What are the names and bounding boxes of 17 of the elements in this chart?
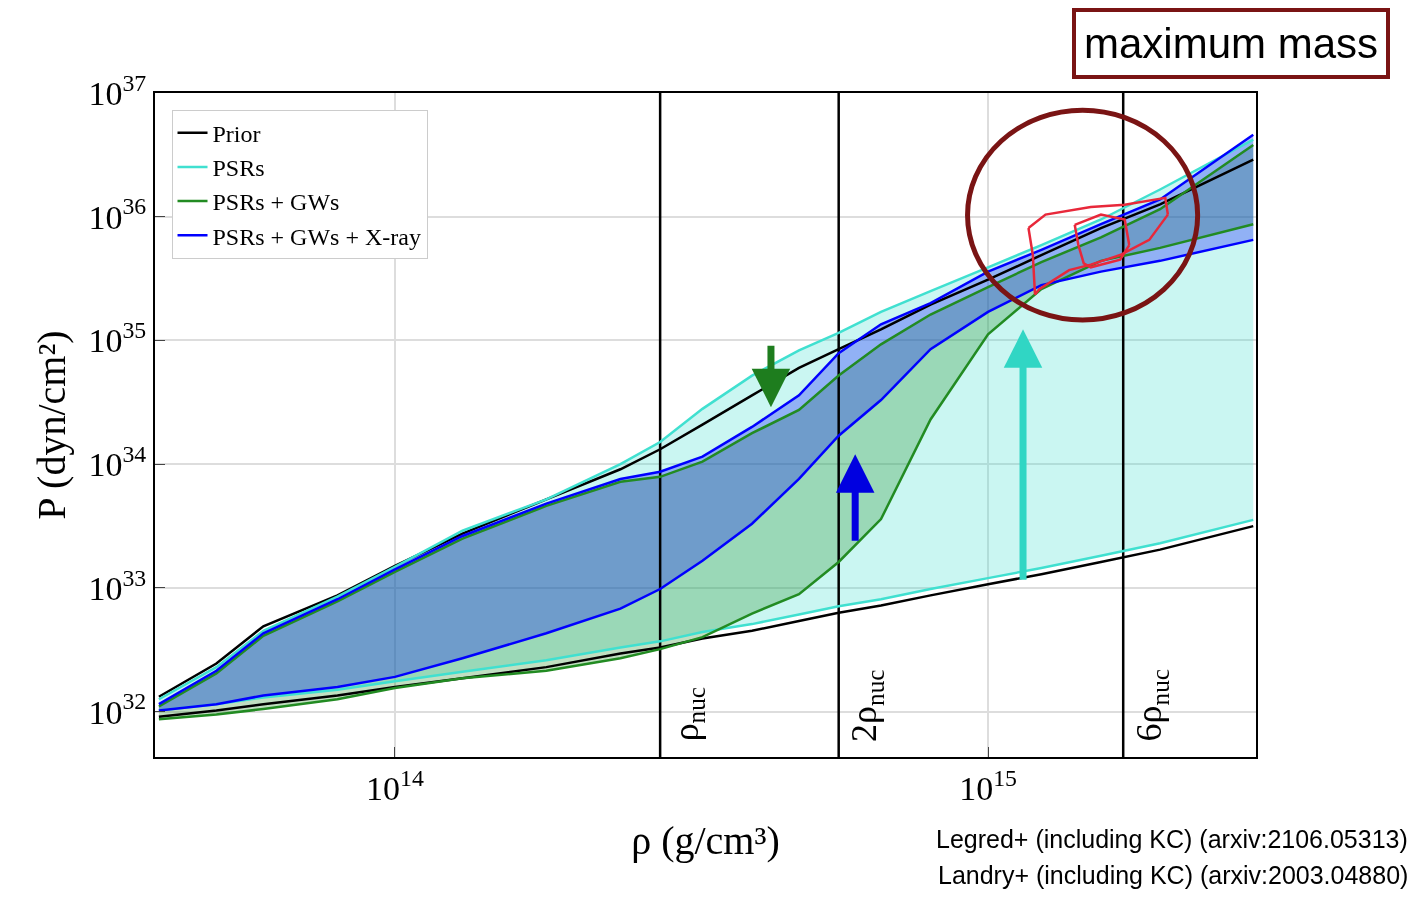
y-axis-title: P (dyn/cm²): [29, 330, 75, 520]
x-axis-title: ρ (g/cm³): [631, 817, 780, 863]
text: maximum mass: [1084, 20, 1379, 67]
legend-label: Prior: [212, 121, 261, 148]
y-tick-label: 10$^{34}$: [88, 440, 147, 484]
text: Legred+ (including KC) (arxiv:2106.05313): [936, 825, 1408, 853]
legend-label: PSRs + GWs + X-ray: [212, 223, 421, 250]
y-tick-label: 10$^{37}$: [88, 69, 147, 112]
y-tick-label: 10$^{33}$: [88, 564, 147, 607]
x-tick-label: 10$^{14}$: [366, 764, 424, 807]
legend-label: PSRs + GWs: [212, 189, 340, 216]
y-tick-label: 10$^{35}$: [88, 317, 147, 360]
legend-label: PSRs: [212, 155, 265, 182]
y-tick-label: 10$^{36}$: [88, 193, 147, 236]
text: Landry+ (including KC) (arxiv:2003.04880): [938, 861, 1409, 889]
x-tick-label: 10$^{15}$: [959, 764, 1017, 807]
y-tick-label: 10$^{32}$: [88, 688, 147, 731]
